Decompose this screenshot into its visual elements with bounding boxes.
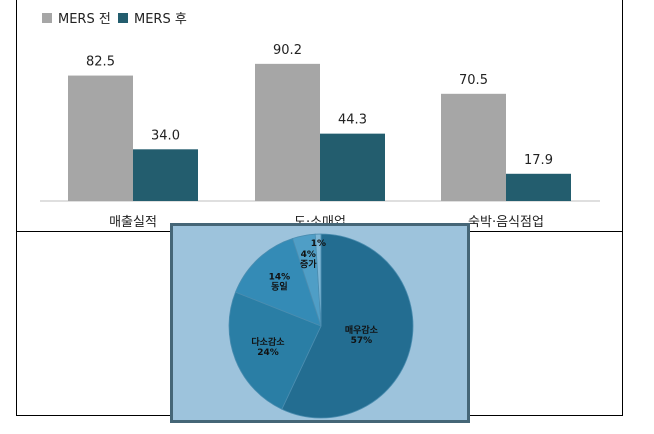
pie-chart-panel: 매우감소 57% 다소감소 24% 14% 동일 4% 증가 1% — [170, 223, 470, 423]
legend-after-label: MERS 후 — [134, 12, 187, 27]
data-label-after-0: 34.0 — [151, 128, 180, 143]
pie-label-3: 4% 증가 — [300, 250, 317, 270]
legend-after: MERS 후 — [118, 8, 187, 27]
pie-label-0: 매우감소 57% — [345, 324, 379, 346]
legend-before-swatch — [42, 12, 52, 23]
pie-slice-0 — [281, 233, 414, 419]
data-label-before-1: 90.2 — [273, 43, 302, 58]
data-label-after-2: 17.9 — [524, 153, 553, 168]
bar-before-0 — [68, 75, 133, 201]
bar-after-2 — [506, 173, 571, 201]
data-label-before-0: 82.5 — [86, 55, 115, 70]
bar-after-0 — [133, 149, 198, 201]
data-label-after-1: 44.3 — [338, 113, 367, 128]
category-label-2: 숙박·음식점업 — [468, 215, 544, 230]
legend-before: MERS 전 — [42, 8, 111, 27]
pie-label-1: 다소감소 24% — [251, 336, 285, 358]
bar-before-1 — [255, 63, 320, 201]
bar-before-2 — [441, 93, 506, 201]
pie-chart: 매우감소 57% 다소감소 24% 14% 동일 4% 증가1% — [228, 233, 414, 419]
legend-before-label: MERS 전 — [58, 12, 111, 27]
category-label-0: 매출실적 — [109, 215, 157, 230]
pie-slice-1 — [228, 291, 322, 410]
bar-after-1 — [320, 133, 385, 201]
pie-slice-4 — [314, 233, 322, 327]
data-label-before-2: 70.5 — [459, 73, 488, 88]
pie-label-4: 1% — [311, 239, 326, 249]
pie-label-2: 14% 동일 — [269, 273, 291, 293]
legend-after-swatch — [118, 12, 128, 23]
